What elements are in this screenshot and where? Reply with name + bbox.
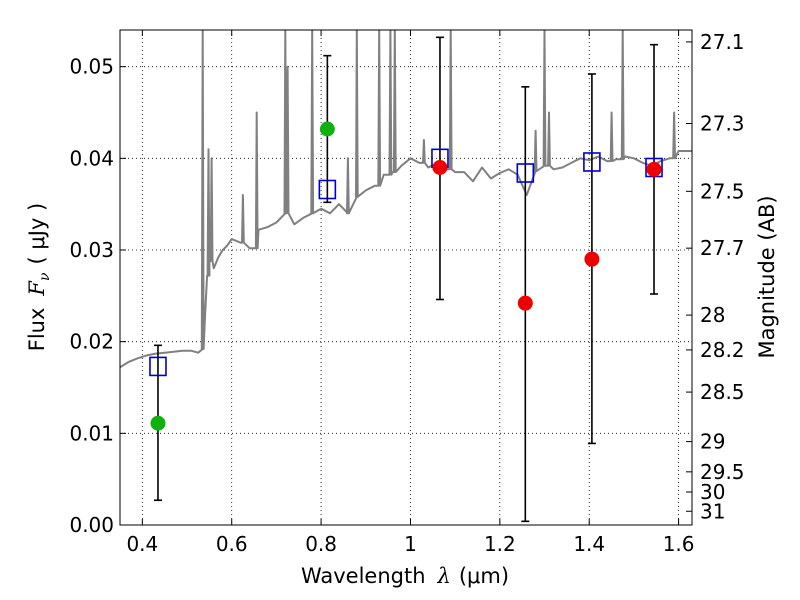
y2-tick-label: 30 [700,480,725,504]
model-square-marker [318,179,337,200]
y-axis-label: FluxFν( μJy ) [25,203,53,351]
ticks: 0.4 0.6 0.8 1 1.2 1.4 1.6 0.00 0.01 0.02 0.03 0.04 0… [69,30,744,556]
plot-area [120,30,692,523]
y2-axis-label: Magnitude (AB) [755,195,779,358]
y2-tick-label: 28 [700,303,725,327]
x-tick-label: 1.2 [484,532,516,556]
x-tick-label: 0.6 [216,532,248,556]
y-tick-label: 0.02 [69,330,114,354]
y2-tick-label: 29.5 [700,460,745,484]
y-tick-label: 0.05 [69,55,114,79]
x-axis-label: Wavelength λ (μm) [301,564,509,588]
x-tick-label: 1 [404,532,417,556]
model-square-marker [149,356,167,377]
spectrum-line [120,30,692,369]
y2-tick-label: 27.1 [700,30,745,54]
observed-circle-marker [432,160,448,175]
axes-frame [119,29,693,526]
y-tick-label: 0.01 [69,421,114,445]
x-tick-label: 0.8 [305,532,337,556]
observed-circle-marker [646,161,662,177]
observed-circle-marker [319,121,335,137]
y2-tick-label: 27.5 [700,179,745,203]
y2-tick-label: 29 [700,430,725,454]
y2-tick-label: 27.7 [700,236,745,260]
grid [120,30,692,525]
observed-circle-marker [150,415,166,431]
observed-circle-marker [584,251,600,267]
x-tick-label: 1.4 [573,532,605,556]
y2-tick-label: 28.2 [700,338,745,362]
y-tick-label: 0.04 [69,146,114,170]
y2-tick-label: 27.3 [700,112,745,136]
y2-tick-label: 28.5 [700,380,745,404]
x-tick-label: 1.6 [663,532,695,556]
y2-tick-label: 31 [700,499,725,523]
observed-circle-marker [517,295,533,311]
y-tick-label: 0.03 [69,238,114,262]
model-square-marker [516,163,535,183]
x-tick-label: 0.4 [126,532,158,556]
y-tick-label: 0.00 [69,513,114,537]
model-square-marker [583,152,601,172]
